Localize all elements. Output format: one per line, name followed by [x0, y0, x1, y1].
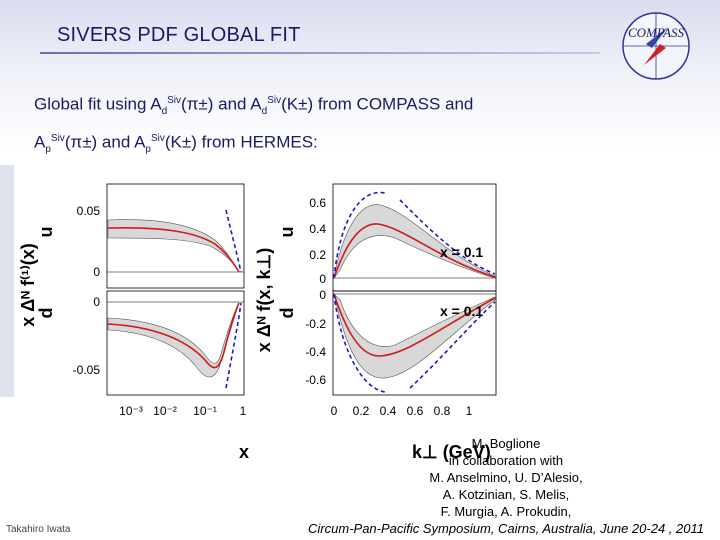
header-band — [0, 0, 720, 150]
right-ytick: -0.6 — [305, 373, 326, 387]
right-ytick: 0 — [319, 272, 326, 286]
credit-line: M. Anselmino, U. D’Alesio, — [429, 470, 583, 485]
left-ytick: -0.05 — [73, 363, 101, 377]
right-panel: u d x Δᴺ f(x, k⊥) 0.6 0.4 0.2 0 0 -0.2 -… — [254, 183, 497, 462]
right-ytick: -0.2 — [305, 317, 326, 331]
credit-line: M. Boglione — [471, 436, 541, 451]
left-xtick: 1 — [240, 404, 247, 418]
credit-block: M. Boglione in collaboration with M. Ans… — [300, 435, 712, 537]
left-top-frame — [106, 183, 245, 289]
right-note-top-label: x = 0.1 — [440, 244, 483, 260]
author-footer: Takahiro Iwata — [6, 524, 71, 535]
left-x-axis-label: x — [239, 442, 249, 462]
right-label-d: d — [277, 308, 297, 319]
right-xtick: 0.4 — [380, 404, 397, 418]
left-xtick: 10⁻² — [153, 404, 177, 418]
title-underline — [40, 52, 600, 54]
right-xtick: 0.8 — [434, 404, 451, 418]
subtitle: Global fit using AdSiv(π±) and AdSiv(K±)… — [34, 94, 474, 156]
right-xtick: 1 — [466, 404, 473, 418]
right-ytick: 0.4 — [309, 222, 326, 236]
right-ytick: 0 — [319, 288, 326, 302]
left-y-axis-label: x Δᴺ f⁽¹⁾(x) — [18, 243, 38, 327]
credit-line: F. Murgia, A. Prokudin, — [440, 504, 572, 519]
right-bottom-frame — [332, 290, 497, 396]
left-ytick: 0.05 — [77, 204, 101, 218]
credit-line: A. Kotzinian, S. Melis, — [442, 487, 570, 502]
credit-line: in collaboration with — [448, 453, 564, 468]
left-xtick: 10⁻³ — [119, 404, 143, 418]
right-ytick: -0.4 — [305, 345, 326, 359]
left-ytick: 0 — [93, 295, 100, 309]
symposium-line: Circum-Pan-Pacific Symposium, Cairns, Au… — [308, 521, 704, 536]
sivers-plots-figure: u d x Δᴺ f⁽¹⁾(x) 0.05 0 0 -0.05 10⁻³ 10⁻… — [0, 165, 528, 480]
right-x-axis-label: k⊥ (GeV) — [412, 442, 491, 462]
left-xtick: 10⁻¹ — [193, 404, 217, 418]
compass-logo: COMPASS — [622, 12, 690, 80]
left-label-u: u — [36, 227, 56, 238]
right-ytick: 0.6 — [309, 196, 326, 210]
left-label-d: d — [36, 308, 56, 319]
right-y-axis-label: x Δᴺ f(x, k⊥) — [254, 248, 274, 352]
right-note-bottom-label: x = 0.1 — [440, 303, 483, 319]
logo-text: COMPASS — [628, 25, 685, 40]
right-xtick: 0 — [331, 404, 338, 418]
right-label-u: u — [277, 227, 297, 238]
right-xtick: 0.2 — [353, 404, 370, 418]
left-panel: u d x Δᴺ f⁽¹⁾(x) 0.05 0 0 -0.05 10⁻³ 10⁻… — [18, 183, 249, 462]
left-bottom-frame — [106, 290, 245, 396]
slide-title: SIVERS PDF GLOBAL FIT — [57, 24, 301, 46]
left-ytick: 0 — [93, 265, 100, 279]
right-ytick: 0.2 — [309, 248, 326, 262]
right-xtick: 0.6 — [407, 404, 424, 418]
